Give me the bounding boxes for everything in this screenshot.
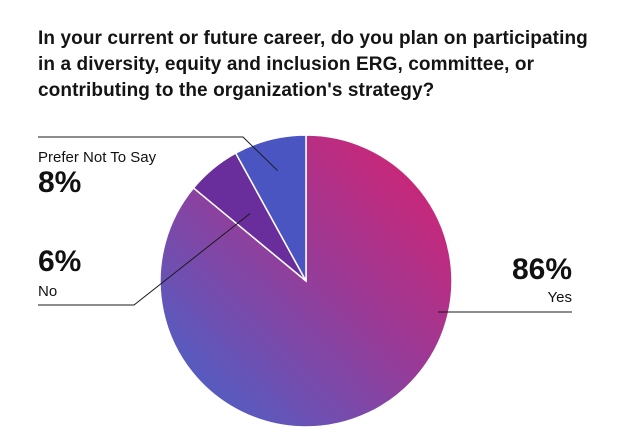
pie-slice-prefer-not-to-say [234,134,307,282]
data-label-yes: Yes [548,289,572,306]
data-label-yes-percent: 86% [512,253,572,286]
data-label-prefer-not-to-say: Prefer Not To Say [38,149,157,166]
chart-title: In your current or future career, do you… [38,28,588,101]
data-label-no-percent: 6% [38,245,81,278]
leader-line-prefer-not-to-say [38,136,279,172]
data-label-no: No [38,283,57,300]
leader-line-no [38,213,251,306]
data-label-prefer-not-to-say-percent: 8% [38,166,81,199]
